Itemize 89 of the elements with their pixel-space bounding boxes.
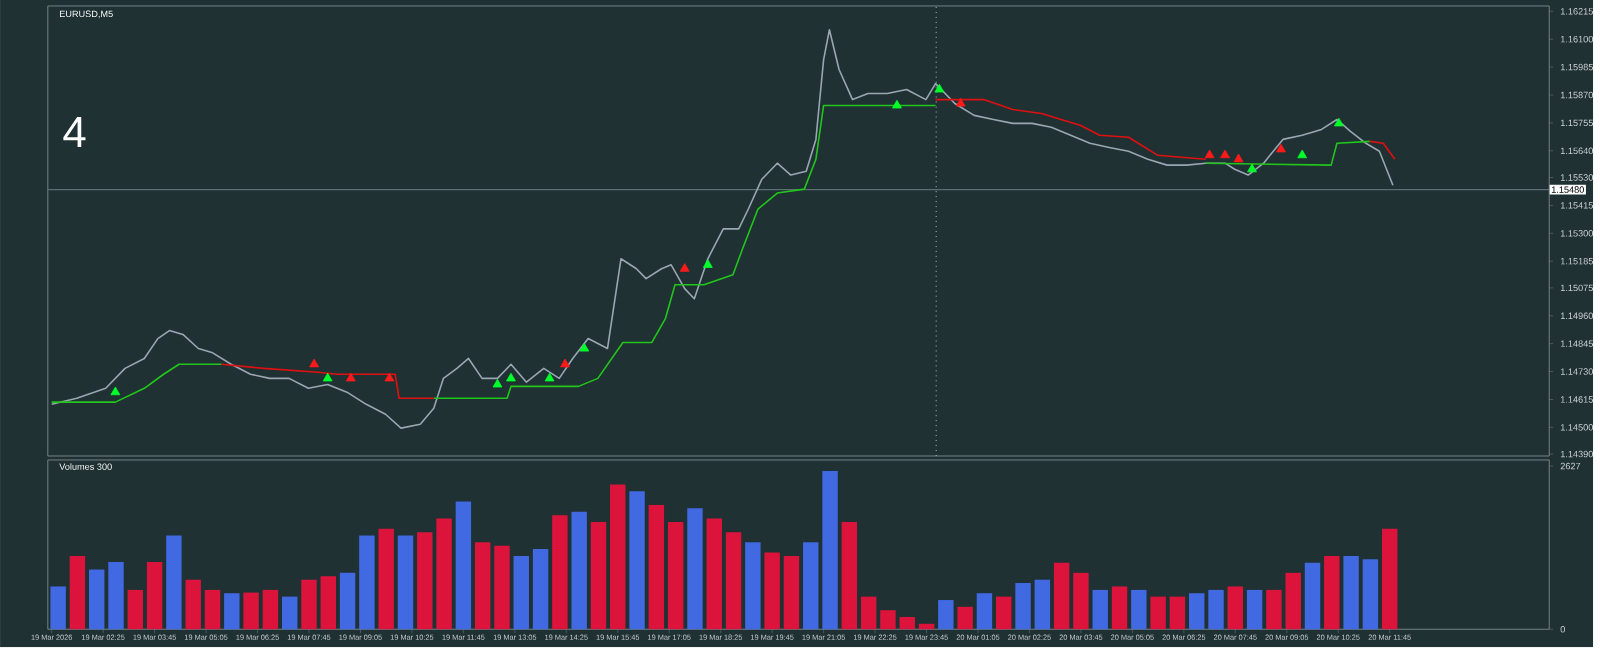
bar [1073, 573, 1089, 630]
bar [224, 593, 240, 630]
bar [667, 522, 684, 630]
point [1276, 144, 1286, 153]
bar [397, 535, 414, 630]
bar [822, 471, 838, 630]
bar [1208, 590, 1224, 630]
bar [185, 580, 201, 630]
bar [1053, 563, 1070, 630]
point [702, 259, 713, 269]
bar [359, 535, 375, 630]
bar [783, 556, 800, 630]
bar [764, 552, 780, 630]
bar [1169, 597, 1186, 630]
bar [166, 535, 182, 630]
bar [629, 491, 645, 630]
point [560, 359, 570, 368]
bar [474, 542, 491, 630]
point [492, 379, 503, 388]
point [1204, 150, 1215, 159]
bar [1092, 590, 1108, 630]
point [309, 359, 320, 368]
bar [841, 522, 858, 630]
bar [88, 569, 105, 630]
bar [320, 576, 337, 630]
point [679, 263, 690, 273]
bar [648, 505, 665, 630]
point [1247, 164, 1257, 173]
point [892, 100, 902, 109]
bar [50, 586, 66, 630]
bar [69, 556, 86, 630]
bar [1304, 563, 1321, 630]
bar [803, 542, 819, 630]
point [1220, 150, 1230, 159]
bar [745, 542, 761, 630]
bar [455, 501, 472, 630]
bar [1111, 586, 1128, 630]
point [544, 373, 555, 382]
bar [552, 515, 568, 630]
bar [127, 590, 144, 630]
bar [1227, 586, 1244, 630]
point [579, 343, 590, 352]
point [345, 373, 356, 382]
point [322, 373, 333, 382]
line-series [50, 29, 1394, 430]
bar [262, 590, 279, 630]
bar [301, 580, 317, 630]
bar [938, 600, 954, 630]
bar [1343, 556, 1359, 630]
point [934, 84, 945, 93]
bar [204, 590, 221, 630]
bar [706, 519, 722, 630]
bar [880, 610, 896, 630]
bar [899, 617, 915, 630]
bar [687, 508, 703, 630]
bar [590, 522, 607, 630]
bar [108, 562, 124, 630]
bar [339, 573, 356, 630]
point [1333, 118, 1344, 127]
bar [957, 607, 973, 630]
point [1297, 150, 1308, 159]
bar [976, 593, 993, 630]
bar [281, 597, 298, 630]
bar [243, 592, 259, 630]
bar [378, 529, 394, 630]
point [384, 373, 395, 382]
bar [571, 512, 587, 630]
bar [532, 549, 549, 630]
bar [1362, 559, 1379, 630]
bar [860, 597, 877, 630]
point [955, 98, 966, 107]
bar [1131, 590, 1147, 630]
bar [146, 562, 163, 630]
point [1233, 154, 1244, 163]
bar [513, 556, 529, 630]
bar [1015, 583, 1031, 630]
bar [1150, 597, 1166, 630]
bar [996, 597, 1012, 630]
bar [1381, 529, 1398, 630]
bar [1324, 556, 1340, 630]
point [110, 387, 121, 396]
annotation: 4 [63, 117, 86, 148]
point [506, 373, 516, 382]
bar [610, 484, 626, 630]
bar [1034, 580, 1051, 630]
bar [494, 546, 510, 630]
bar [1246, 590, 1263, 630]
bar [1189, 593, 1205, 630]
bar [725, 532, 742, 630]
